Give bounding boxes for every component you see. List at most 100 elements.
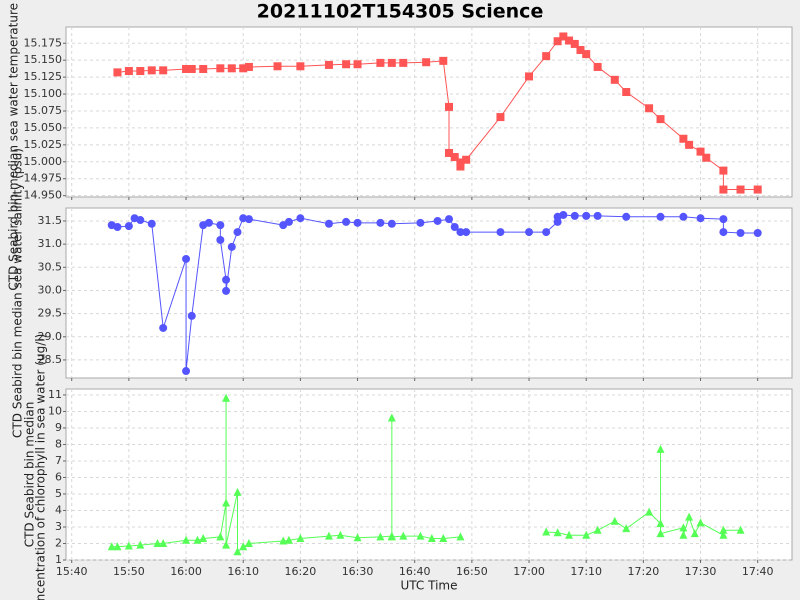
marker: [324, 531, 333, 540]
marker: [496, 113, 505, 122]
marker: [679, 530, 688, 539]
marker: [239, 542, 248, 551]
x-tick-label: 15:40: [56, 565, 88, 578]
marker: [685, 512, 694, 521]
y-tick-label: 15.100: [24, 87, 63, 100]
marker: [645, 104, 654, 113]
marker: [445, 148, 454, 157]
marker: [182, 367, 191, 376]
x-tick-label: 15:50: [113, 565, 145, 578]
y-tick-label: 15.050: [24, 121, 63, 134]
marker: [565, 530, 574, 539]
marker: [124, 67, 133, 76]
y-axis-label: concentration of chlorophyll in sea wate…: [34, 334, 48, 600]
marker: [296, 62, 305, 71]
marker: [353, 60, 362, 69]
marker: [244, 215, 253, 224]
y-tick-label: 10: [48, 404, 62, 417]
marker: [702, 153, 711, 162]
marker: [496, 228, 505, 237]
marker: [387, 413, 396, 422]
marker: [582, 50, 591, 59]
marker: [656, 519, 665, 528]
y-tick-label: 1: [55, 553, 62, 566]
marker: [645, 507, 654, 516]
marker: [284, 217, 293, 226]
marker: [696, 147, 705, 156]
marker: [159, 538, 168, 547]
marker: [719, 215, 728, 224]
marker: [153, 538, 162, 547]
marker: [553, 37, 562, 46]
x-tick-label: 17:20: [628, 565, 660, 578]
marker: [222, 393, 231, 402]
marker: [736, 525, 745, 534]
marker: [753, 229, 762, 238]
x-tick-label: 16:50: [456, 565, 488, 578]
marker: [147, 219, 156, 228]
marker: [159, 66, 168, 75]
marker: [570, 39, 579, 48]
marker: [204, 218, 213, 227]
marker: [696, 214, 705, 223]
marker: [244, 538, 253, 547]
marker: [136, 216, 145, 225]
marker: [462, 228, 471, 237]
marker: [124, 222, 133, 231]
marker: [107, 542, 116, 551]
marker: [399, 58, 408, 67]
y-tick-label: 15.025: [24, 138, 63, 151]
y-tick-label: 30.0: [38, 283, 63, 296]
y-tick-label: 29.0: [38, 330, 63, 343]
marker: [233, 228, 242, 237]
marker: [439, 56, 448, 65]
marker: [136, 540, 145, 549]
marker: [679, 523, 688, 532]
y-tick-label: 5: [55, 487, 62, 500]
marker: [227, 64, 236, 73]
marker: [182, 64, 191, 73]
marker: [273, 62, 282, 71]
y-tick-label: 2: [55, 536, 62, 549]
x-axis-label: UTC Time: [401, 579, 458, 593]
marker: [187, 64, 196, 73]
y-axis-label: CTD Seabird bin median: [23, 402, 37, 548]
marker: [222, 275, 231, 284]
marker: [462, 155, 471, 164]
x-tick-label: 17:10: [570, 565, 602, 578]
x-tick-label: 16:30: [342, 565, 374, 578]
y-tick-label: 15.150: [24, 53, 63, 66]
marker: [279, 536, 288, 545]
y-tick-label: 28.5: [38, 353, 63, 366]
marker: [159, 323, 168, 332]
y-tick-label: 15.125: [24, 70, 63, 83]
marker: [656, 115, 665, 124]
marker: [399, 531, 408, 540]
marker: [222, 540, 231, 549]
marker: [559, 210, 568, 219]
marker: [342, 60, 351, 69]
marker: [376, 218, 385, 227]
x-tick-label: 16:40: [399, 565, 431, 578]
marker: [719, 185, 728, 194]
marker: [233, 487, 242, 496]
marker: [353, 533, 362, 542]
y-tick-label: 4: [55, 503, 62, 516]
marker: [147, 66, 156, 75]
marker: [187, 311, 196, 320]
marker: [719, 228, 728, 237]
marker: [593, 62, 602, 71]
marker: [199, 64, 208, 73]
marker: [416, 531, 425, 540]
marker: [239, 64, 248, 73]
marker: [353, 218, 362, 227]
marker: [387, 219, 396, 228]
marker: [719, 530, 728, 539]
y-axis-label: CTD Seabird bin median sea water tempera…: [7, 0, 21, 291]
marker: [450, 153, 459, 162]
y-tick-label: 15.175: [24, 36, 63, 49]
x-tick-label: 16:00: [170, 565, 202, 578]
marker: [553, 528, 562, 537]
marker: [284, 535, 293, 544]
marker: [296, 534, 305, 543]
